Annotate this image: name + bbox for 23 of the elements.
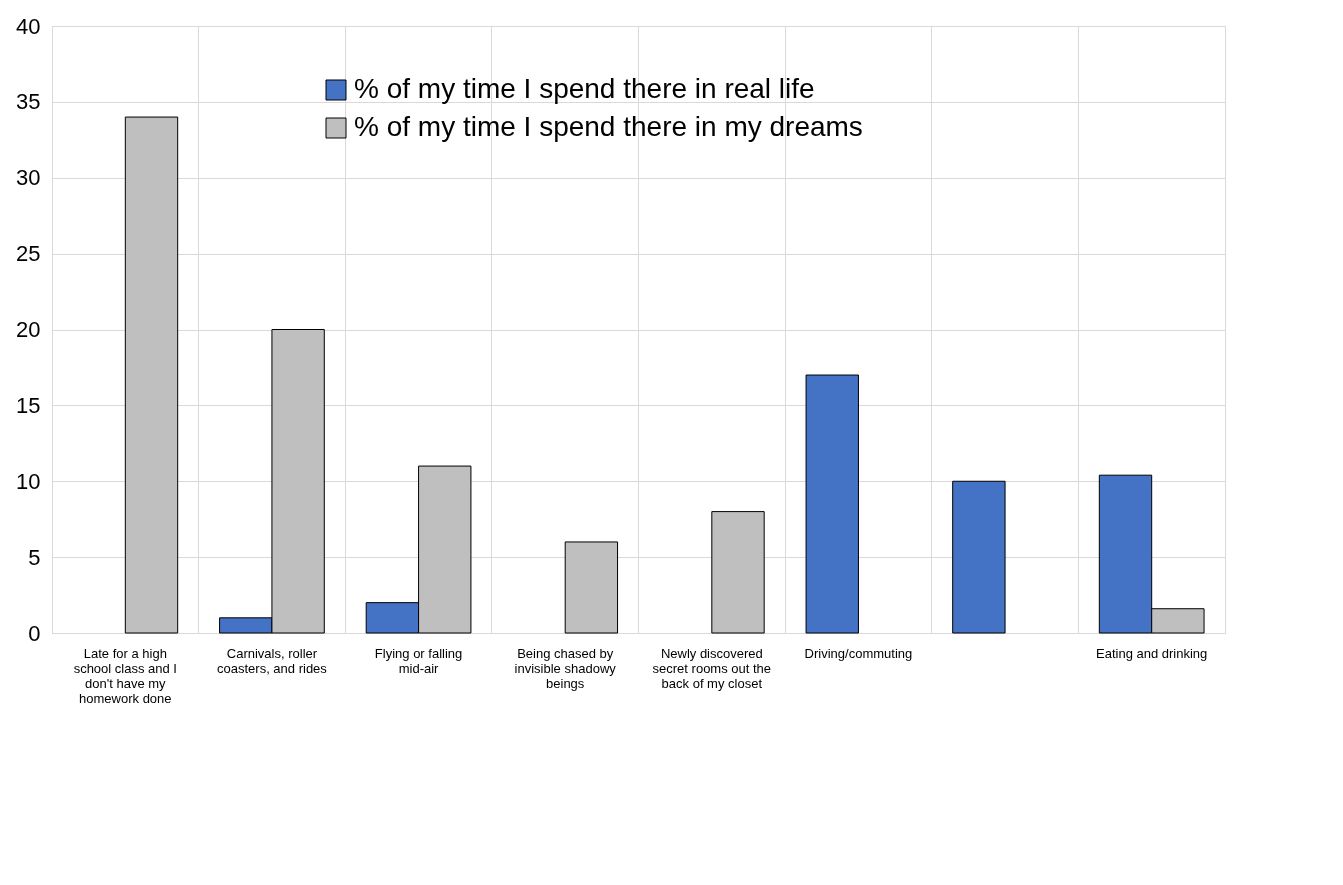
y-tick-label: 20 — [16, 317, 41, 342]
legend-label: % of my time I spend there in real life — [354, 73, 815, 104]
y-tick-label: 40 — [16, 13, 41, 39]
y-tick-label: 10 — [16, 468, 41, 494]
y-tick-label: 15 — [16, 392, 41, 418]
y-tick-label: 5 — [28, 544, 41, 570]
x-tick-label: Being chased by invisible shadowy beings — [514, 645, 617, 691]
bar — [711, 511, 765, 634]
x-tick-label: Late for a high school class and I don't have my homework done — [73, 645, 177, 706]
x-tick-label: Driving/commuting — [804, 645, 913, 661]
y-tick-label: 25 — [16, 241, 41, 267]
bar — [805, 374, 859, 634]
y-tick-label: 30 — [16, 165, 41, 191]
y-tick-label: 0 — [28, 620, 41, 646]
x-tick-label: Newly discovered secret rooms out the back of my closet — [652, 645, 772, 691]
x-tick-label: Eating and drinking — [1096, 645, 1208, 661]
x-tick-label: Carnivals, roller coasters, and rides — [217, 645, 328, 676]
bar — [124, 116, 179, 634]
bar — [564, 541, 619, 634]
x-tick-label: Flying or falling mid-air — [374, 645, 463, 676]
y-tick-label: 35 — [16, 89, 41, 115]
legend-label: % of my time I spend there in my dreams — [354, 111, 863, 142]
bar — [952, 480, 1006, 634]
